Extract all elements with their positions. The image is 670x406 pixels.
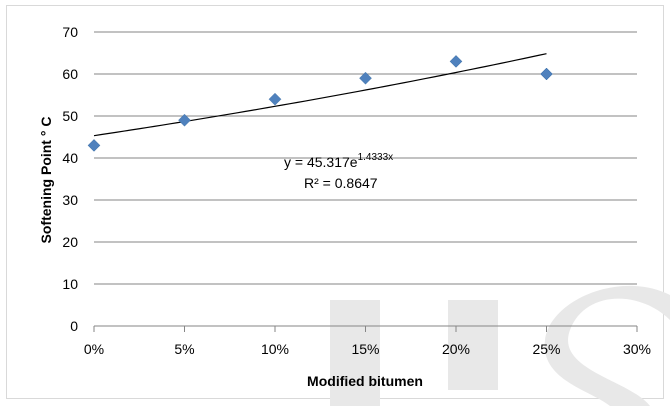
x-tick-label: 25%: [532, 341, 560, 357]
y-axis-ticks: 0 10 20 30 40 50 60 70: [62, 24, 78, 334]
trendline: [93, 53, 547, 137]
x-tick-label: 20%: [442, 341, 470, 357]
equation-base: y = 45.317e: [284, 154, 358, 170]
data-point: [268, 92, 282, 106]
y-tick-label: 20: [62, 234, 78, 250]
data-point: [449, 55, 463, 68]
equation-exponent: 1.4333x: [358, 152, 394, 163]
x-axis-title: Modified bitumen: [307, 373, 423, 389]
y-tick-label: 60: [62, 66, 78, 82]
trendline-equation: y = 45.317e1.4333x: [284, 152, 393, 170]
data-point: [540, 67, 553, 81]
x-tick-label: 5%: [174, 341, 194, 357]
y-tick-label: 40: [62, 150, 78, 166]
y-tick-label: 50: [62, 108, 78, 124]
y-axis-title: Softening Point ° C: [38, 117, 54, 244]
data-point: [359, 71, 372, 85]
data-point: [178, 113, 191, 127]
y-tick-label: 30: [62, 192, 78, 208]
x-axis-ticks: 0% 5% 10% 15% 20% 25% 30%: [84, 326, 651, 357]
data-point: [87, 139, 101, 152]
x-tick-label: 0%: [84, 341, 104, 357]
x-tick-label: 15%: [351, 341, 379, 357]
x-tick-label: 10%: [261, 341, 289, 357]
trendline-r-squared: R² = 0.8647: [304, 175, 378, 191]
data-points: [87, 55, 553, 152]
x-tick-label: 30%: [623, 341, 651, 357]
y-tick-label: 70: [62, 24, 78, 40]
y-tick-label: 0: [70, 318, 78, 334]
y-tick-label: 10: [62, 276, 78, 292]
